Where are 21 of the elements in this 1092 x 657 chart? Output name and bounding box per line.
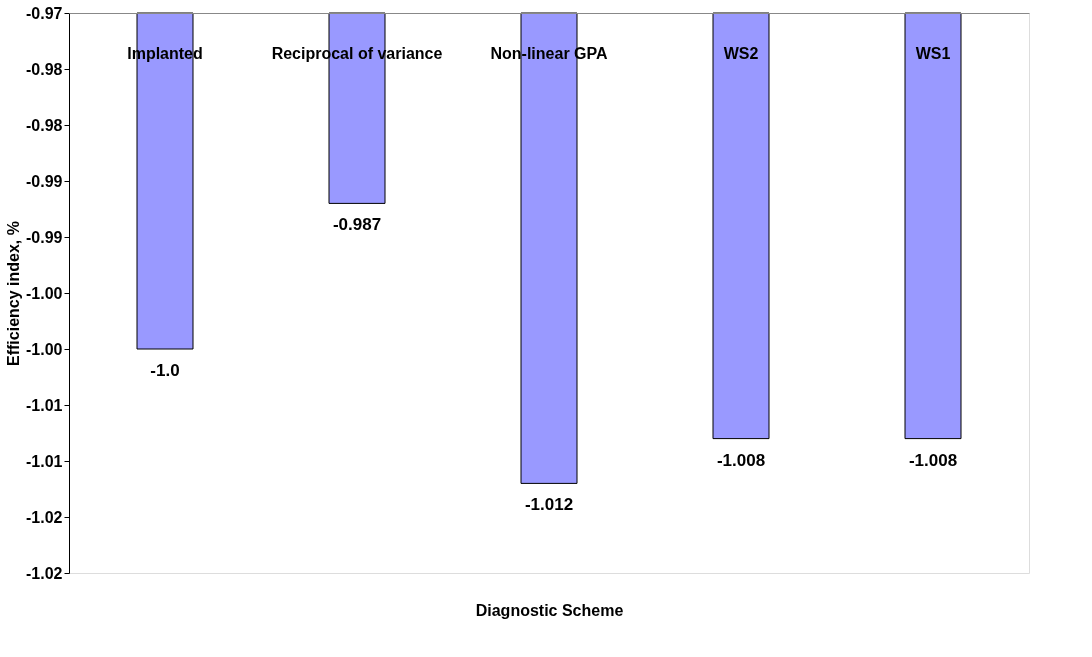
y-axis-title: Efficiency index, % — [5, 221, 23, 366]
x-axis-title: Diagnostic Scheme — [475, 601, 624, 619]
data-label: -1.0 — [150, 361, 180, 380]
y-tick-label: -1.00 — [26, 340, 63, 358]
x-tick-label: Implanted — [127, 44, 203, 62]
y-tick-label: -1.02 — [26, 508, 63, 526]
y-tick-label: -1.02 — [26, 564, 63, 582]
y-tick-label: -0.98 — [26, 60, 63, 78]
x-tick-label: WS2 — [723, 44, 759, 62]
data-label: -1.008 — [716, 450, 766, 470]
y-tick-label: -1.01 — [26, 396, 63, 414]
y-tick-label: -0.97 — [26, 4, 63, 22]
y-tick-label: -0.99 — [26, 172, 63, 190]
data-label: -1.012 — [524, 495, 574, 515]
data-label: -0.987 — [332, 215, 382, 235]
y-tick-label: -1.00 — [26, 284, 63, 302]
x-tick-label: WS1 — [915, 44, 951, 62]
data-label: -1.008 — [908, 450, 958, 470]
y-tick-label: -0.98 — [26, 116, 63, 134]
y-tick-label: -1.01 — [26, 452, 63, 470]
y-tick-label: -0.99 — [26, 228, 63, 246]
